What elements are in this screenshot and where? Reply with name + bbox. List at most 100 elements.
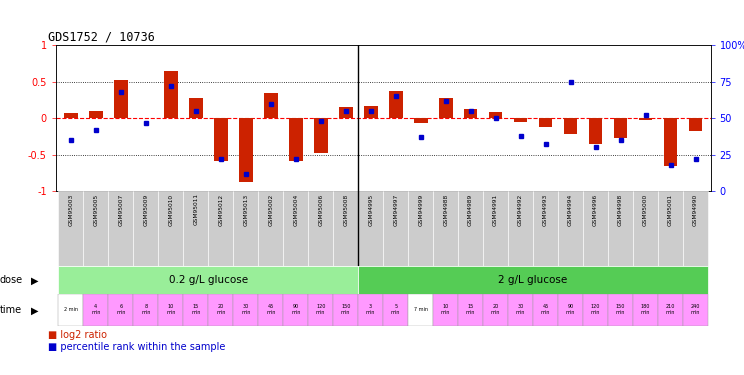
Text: 30
min: 30 min [516, 304, 525, 315]
Bar [308, 294, 333, 326]
Bar [133, 294, 158, 326]
Bar [283, 191, 308, 266]
Text: GSM95004: GSM95004 [293, 194, 298, 226]
Bar [508, 294, 533, 326]
Bar [58, 294, 83, 326]
Bar [83, 294, 109, 326]
Bar [608, 191, 633, 266]
Text: 20
min: 20 min [216, 304, 225, 315]
Text: GSM95002: GSM95002 [268, 194, 273, 226]
Bar [314, 118, 327, 153]
Bar [333, 294, 358, 326]
Bar [308, 191, 333, 266]
Bar [89, 111, 103, 118]
Bar [458, 294, 483, 326]
Text: 10
min: 10 min [166, 304, 176, 315]
Text: 3
min: 3 min [366, 304, 376, 315]
Bar [439, 98, 452, 118]
Text: GSM95005: GSM95005 [93, 194, 98, 226]
Bar [83, 191, 109, 266]
Text: GSM94994: GSM94994 [568, 194, 573, 226]
Bar [683, 294, 708, 326]
Text: 7 min: 7 min [414, 307, 428, 312]
Text: ■ log2 ratio: ■ log2 ratio [48, 330, 107, 340]
Text: GSM94990: GSM94990 [693, 194, 698, 226]
Bar [358, 191, 383, 266]
Bar [208, 191, 233, 266]
Text: time: time [0, 305, 22, 315]
Bar [383, 294, 408, 326]
Text: 15
min: 15 min [466, 304, 475, 315]
Text: GSM95009: GSM95009 [144, 194, 148, 226]
Text: GSM95012: GSM95012 [218, 194, 223, 226]
Bar [464, 109, 478, 118]
Text: 120
min: 120 min [316, 304, 325, 315]
Text: GSM95003: GSM95003 [68, 194, 74, 226]
Text: ▶: ▶ [31, 305, 39, 315]
Bar [658, 191, 683, 266]
Bar [164, 70, 178, 118]
Text: 90
min: 90 min [291, 304, 301, 315]
Text: GSM95008: GSM95008 [343, 194, 348, 226]
Bar [189, 98, 202, 118]
Text: GSM94996: GSM94996 [593, 194, 598, 226]
Text: GSM94993: GSM94993 [543, 194, 548, 226]
Bar [58, 191, 83, 266]
Text: 150
min: 150 min [341, 304, 350, 315]
Text: GSM94998: GSM94998 [618, 194, 623, 226]
Text: GSM94989: GSM94989 [468, 194, 473, 226]
Bar [614, 118, 627, 138]
Bar [358, 294, 383, 326]
Bar [258, 191, 283, 266]
Bar [339, 107, 353, 118]
Text: GSM94999: GSM94999 [418, 194, 423, 226]
Bar [433, 191, 458, 266]
Bar [483, 191, 508, 266]
Text: 45
min: 45 min [541, 304, 551, 315]
Bar [408, 191, 433, 266]
Bar [664, 118, 677, 166]
Text: 0.2 g/L glucose: 0.2 g/L glucose [169, 275, 248, 285]
Text: GSM95000: GSM95000 [643, 194, 648, 226]
Text: GSM95006: GSM95006 [318, 194, 323, 226]
Bar [414, 118, 428, 123]
Text: GSM94995: GSM94995 [368, 194, 373, 226]
Bar [558, 191, 583, 266]
Bar [158, 191, 183, 266]
Bar [158, 294, 183, 326]
Text: GSM95010: GSM95010 [168, 194, 173, 226]
Bar [483, 294, 508, 326]
Bar [489, 112, 502, 118]
Text: 15
min: 15 min [191, 304, 200, 315]
Text: GDS1752 / 10736: GDS1752 / 10736 [48, 30, 155, 43]
Bar [264, 93, 278, 118]
Bar [183, 191, 208, 266]
Bar [633, 294, 658, 326]
Text: ■ percentile rank within the sample: ■ percentile rank within the sample [48, 342, 225, 352]
Bar [233, 294, 258, 326]
Text: GSM95007: GSM95007 [118, 194, 124, 226]
Bar [533, 191, 558, 266]
Bar [109, 191, 133, 266]
Bar [58, 266, 358, 294]
Text: GSM94988: GSM94988 [443, 194, 448, 226]
Bar [358, 266, 708, 294]
Bar [689, 118, 702, 130]
Bar [583, 294, 608, 326]
Text: 210
min: 210 min [666, 304, 676, 315]
Bar [64, 113, 77, 118]
Bar [533, 294, 558, 326]
Bar [539, 118, 553, 127]
Text: 150
min: 150 min [616, 304, 625, 315]
Text: GSM95011: GSM95011 [193, 194, 198, 225]
Text: 8
min: 8 min [141, 304, 150, 315]
Bar [658, 294, 683, 326]
Bar [558, 294, 583, 326]
Text: 2 g/L glucose: 2 g/L glucose [498, 275, 568, 285]
Bar [508, 191, 533, 266]
Bar [283, 294, 308, 326]
Text: GSM95001: GSM95001 [668, 194, 673, 226]
Bar [214, 118, 228, 160]
Bar [589, 118, 603, 144]
Bar [389, 91, 403, 118]
